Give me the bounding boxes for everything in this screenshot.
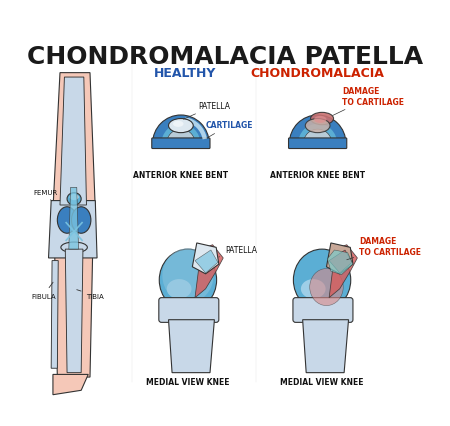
Ellipse shape (72, 207, 91, 234)
Ellipse shape (70, 388, 75, 391)
Ellipse shape (314, 117, 326, 124)
Polygon shape (51, 261, 58, 368)
Ellipse shape (301, 279, 326, 299)
Ellipse shape (65, 389, 69, 392)
Polygon shape (195, 245, 223, 298)
Wedge shape (304, 130, 332, 144)
Ellipse shape (162, 249, 214, 303)
Text: CHONDROMALACIA: CHONDROMALACIA (251, 67, 385, 80)
Text: CARTILAGE: CARTILAGE (206, 121, 253, 138)
Wedge shape (298, 124, 337, 144)
Text: FEMUR: FEMUR (33, 189, 58, 201)
Ellipse shape (159, 250, 216, 311)
Ellipse shape (70, 195, 79, 201)
FancyBboxPatch shape (288, 138, 347, 149)
Ellipse shape (167, 279, 191, 299)
Ellipse shape (55, 386, 59, 389)
Polygon shape (327, 250, 353, 275)
Text: PATELLA: PATELLA (219, 245, 257, 257)
Ellipse shape (305, 119, 330, 133)
Polygon shape (303, 320, 349, 373)
Polygon shape (195, 250, 218, 273)
Text: ANTERIOR KNEE BENT: ANTERIOR KNEE BENT (133, 170, 229, 179)
Wedge shape (162, 124, 200, 144)
Ellipse shape (61, 242, 87, 253)
Ellipse shape (173, 121, 184, 128)
Polygon shape (326, 243, 353, 274)
Text: ANTERIOR KNEE BENT: ANTERIOR KNEE BENT (270, 170, 365, 179)
Text: CHONDROMALACIA PATELLA: CHONDROMALACIA PATELLA (27, 44, 423, 68)
Ellipse shape (67, 193, 81, 205)
Ellipse shape (293, 250, 351, 311)
Text: DAMAGE
TO CARTILAGE: DAMAGE TO CARTILAGE (347, 236, 421, 260)
Text: MEDIAL VIEW KNEE: MEDIAL VIEW KNEE (280, 377, 364, 386)
Polygon shape (49, 201, 97, 258)
Text: PATELLA: PATELLA (184, 102, 230, 120)
Text: TIBIA: TIBIA (77, 290, 104, 299)
Polygon shape (65, 250, 83, 373)
Polygon shape (69, 188, 79, 250)
Ellipse shape (310, 269, 343, 306)
Ellipse shape (75, 386, 79, 389)
Polygon shape (55, 254, 93, 377)
Polygon shape (169, 320, 214, 373)
Polygon shape (53, 374, 88, 395)
FancyBboxPatch shape (152, 138, 210, 149)
Polygon shape (329, 250, 352, 273)
FancyBboxPatch shape (293, 298, 353, 322)
FancyBboxPatch shape (159, 298, 219, 322)
Ellipse shape (57, 207, 77, 234)
Polygon shape (192, 243, 219, 274)
Text: HEALTHY: HEALTHY (154, 67, 216, 80)
Ellipse shape (310, 113, 333, 125)
Wedge shape (167, 130, 195, 144)
Text: DAMAGE
TO CARTILAGE: DAMAGE TO CARTILAGE (333, 87, 405, 116)
Ellipse shape (169, 119, 193, 133)
Wedge shape (153, 116, 209, 144)
Ellipse shape (59, 388, 64, 391)
Text: MEDIAL VIEW KNEE: MEDIAL VIEW KNEE (146, 377, 230, 386)
Wedge shape (289, 116, 346, 144)
Polygon shape (53, 73, 95, 210)
Polygon shape (60, 78, 86, 205)
Polygon shape (329, 245, 357, 298)
Wedge shape (184, 118, 207, 140)
Text: FIBULA: FIBULA (31, 282, 55, 299)
